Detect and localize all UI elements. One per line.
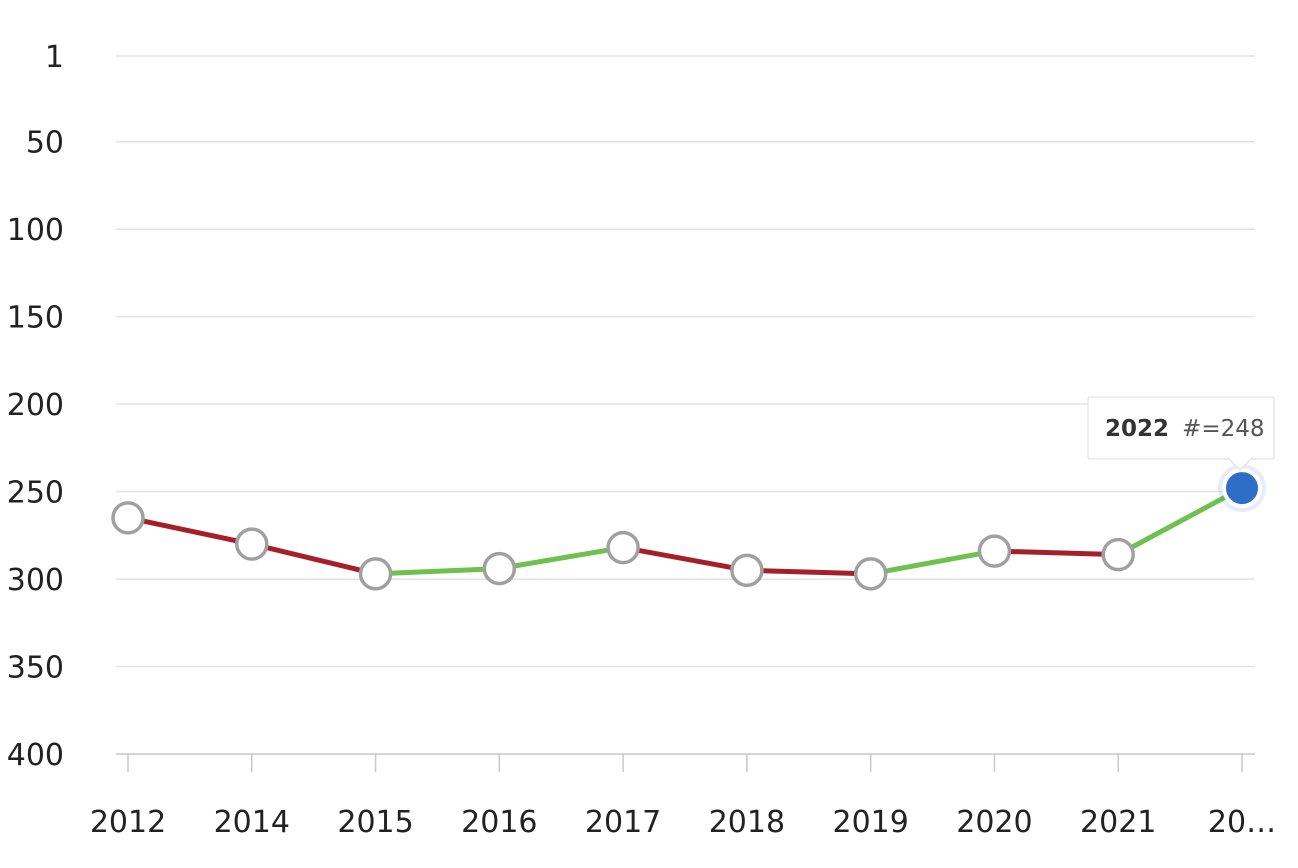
- data-point[interactable]: [482, 551, 517, 586]
- data-point[interactable]: [853, 557, 888, 591]
- y-tick-label: 300: [7, 563, 64, 598]
- x-axis: [116, 753, 1255, 772]
- y-tick-label: 400: [7, 738, 64, 773]
- y-tick-label: 150: [7, 301, 64, 336]
- line-segment: [1115, 485, 1245, 558]
- line-segment: [744, 567, 874, 577]
- x-tick-label: 2014: [214, 805, 290, 840]
- tooltip-pointer-mask: [1229, 456, 1251, 459]
- y-tick-label: 1: [45, 40, 64, 75]
- x-tick-label: 2018: [709, 805, 785, 840]
- tooltip-year: 2022: [1105, 416, 1169, 442]
- line-segment: [868, 548, 997, 577]
- y-tick-label: 100: [7, 213, 64, 248]
- line-segment: [125, 515, 255, 547]
- data-point[interactable]: [730, 553, 764, 588]
- line-segment: [249, 541, 379, 577]
- svg-text:2022 #=248: 2022 #=248: [1105, 416, 1265, 442]
- active-data-point[interactable]: [1222, 468, 1262, 509]
- tooltip-value: #=248: [1182, 416, 1264, 442]
- line-segment: [373, 566, 502, 577]
- line-segment: [991, 548, 1121, 558]
- y-tick-label: 250: [7, 476, 64, 511]
- x-axis-tick-labels: 2012 2014 2015 2016 2017 2018 2019 2020 2021 20…: [90, 805, 1276, 840]
- x-tick-label: 2021: [1080, 805, 1156, 840]
- data-point[interactable]: [111, 501, 145, 535]
- grid-lines: [116, 55, 1255, 668]
- x-tick-label: 2020: [956, 805, 1032, 840]
- y-tick-label: 200: [7, 388, 64, 423]
- data-point-markers: [111, 464, 1266, 591]
- tooltip-box: [1087, 396, 1275, 460]
- data-point[interactable]: [358, 557, 393, 591]
- line-segment: [620, 545, 750, 573]
- x-tick-label: 2012: [90, 805, 166, 840]
- y-tick-label: 50: [26, 126, 64, 161]
- data-point[interactable]: [1101, 537, 1135, 572]
- point-tooltip: 2022 #=248: [1087, 396, 1275, 471]
- rank-series-line: [125, 485, 1245, 577]
- line-segment: [496, 545, 626, 572]
- x-tick-label: 20…: [1208, 805, 1276, 840]
- x-tick-label: 2015: [337, 805, 413, 840]
- data-point[interactable]: [606, 530, 640, 565]
- data-point[interactable]: [235, 527, 269, 561]
- y-tick-label: 350: [7, 651, 64, 686]
- x-tick-label: 2017: [585, 805, 661, 840]
- x-tick-label: 2016: [461, 805, 537, 840]
- data-point[interactable]: [977, 534, 1012, 568]
- x-tick-label: 2019: [832, 805, 908, 840]
